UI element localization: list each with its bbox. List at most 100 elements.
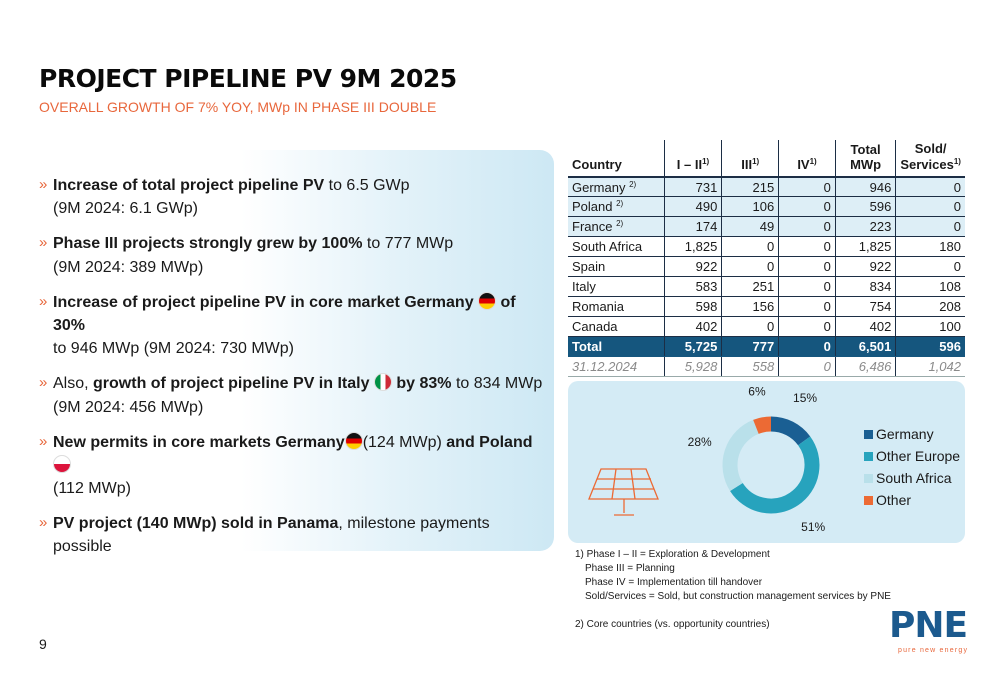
cell-country: Germany 2): [568, 176, 665, 198]
header-phase-4: IV1): [778, 140, 836, 178]
bullet-bold: and Poland: [446, 433, 533, 451]
cell: 108: [895, 276, 965, 298]
table-row: France 2) 174 49 0 223 0: [568, 216, 965, 238]
table-row: Germany 2) 731 215 0 946 0: [568, 176, 965, 198]
chart-panel: [568, 381, 965, 543]
page-number: 9: [39, 636, 47, 652]
logo-tagline: pure new energy: [898, 647, 969, 654]
cell: 0: [778, 296, 836, 318]
cell: 0: [895, 196, 965, 218]
cell-country: Total: [568, 336, 665, 358]
cell: 215: [721, 176, 779, 198]
footnote: Sold/Services = Sold, but construction m…: [585, 591, 891, 602]
cell: 0: [778, 176, 836, 198]
cell: 583: [663, 276, 722, 298]
cell: 596: [834, 196, 896, 218]
cell: 754: [834, 296, 896, 318]
cell: 5,725: [663, 336, 722, 358]
legend-swatch: [864, 473, 873, 483]
cell: 0: [895, 176, 965, 198]
donut-slice: [753, 416, 772, 434]
bullet-item: New permits in core markets Germany (124 …: [39, 431, 549, 501]
cell: 1,825: [834, 236, 896, 258]
cell: 558: [721, 356, 779, 378]
bullet-bold: New permits in core markets Germany: [53, 433, 345, 451]
bullet-list: Increase of total project pipeline PV to…: [39, 174, 549, 571]
cell-country: France 2): [568, 216, 665, 238]
table-row: Canada 402 0 0 402 100: [568, 316, 965, 338]
bullet-text: (112 MWp): [53, 480, 131, 498]
cell: 180: [895, 236, 965, 258]
table-comparison-row: 31.12.2024 5,928 558 0 6,486 1,042: [568, 356, 965, 378]
cell: 596: [895, 336, 965, 358]
cell-country: 31.12.2024: [568, 356, 665, 378]
bullet-bold: by 83%: [391, 375, 452, 393]
cell: 174: [663, 216, 722, 238]
footnote: 2) Core countries (vs. opportunity count…: [575, 619, 770, 630]
germany-flag-icon: [478, 291, 497, 310]
cell: 490: [663, 196, 722, 218]
header-total-mwp: Total MWp: [834, 140, 896, 178]
legend-item: South Africa: [864, 467, 960, 489]
table-row: South Africa 1,825 0 0 1,825 180: [568, 236, 965, 258]
cell: 0: [778, 316, 836, 338]
table-row: Italy 583 251 0 834 108: [568, 276, 965, 298]
germany-flag-icon: [344, 431, 363, 450]
cell: 402: [663, 316, 722, 338]
header-phase-1-2: I – II1): [663, 140, 722, 178]
italy-flag-icon: [373, 373, 392, 392]
table-row: Romania 598 156 0 754 208: [568, 296, 965, 318]
header-phase-3: III1): [721, 140, 779, 178]
cell-country: South Africa: [568, 236, 665, 258]
cell-country: Spain: [568, 256, 665, 278]
bullet-bold: of 30%: [53, 293, 516, 334]
header-country: Country: [568, 140, 665, 178]
bullet-bold: Phase III projects strongly grew by 100%: [53, 235, 363, 253]
cell: 922: [834, 256, 896, 278]
cell: 0: [778, 336, 836, 358]
legend-swatch: [864, 495, 873, 505]
page-subtitle: OVERALL GROWTH OF 7% YOY, MWp IN PHASE I…: [39, 99, 437, 115]
bullet-text: , milestone payments possible: [53, 515, 490, 556]
cell-country: Poland 2): [568, 196, 665, 218]
footnote: Phase III = Planning: [585, 563, 675, 574]
cell: 598: [663, 296, 722, 318]
donut-data-label: 6%: [748, 384, 766, 398]
cell: 0: [721, 236, 779, 258]
donut-data-label: 15%: [793, 391, 817, 405]
legend-item: Other: [864, 489, 960, 511]
pne-logo: PNE: [889, 605, 968, 646]
legend-swatch: [864, 451, 873, 461]
bullet-text: to 946 MWp (9M 2024: 730 MWp): [53, 340, 294, 358]
cell: 0: [895, 256, 965, 278]
bullet-item: Increase of total project pipeline PV to…: [39, 174, 549, 220]
legend-item: Other Europe: [864, 445, 960, 467]
footnote: 1) Phase I – II = Exploration & Developm…: [575, 549, 770, 560]
cell: 922: [663, 256, 722, 278]
footnote: Phase IV = Implementation till handover: [585, 577, 763, 588]
chart-legend: Germany Other Europe South Africa Other: [864, 423, 960, 511]
cell-country: Canada: [568, 316, 665, 338]
cell: 402: [834, 316, 896, 338]
legend-swatch: [864, 429, 873, 439]
cell: 0: [778, 196, 836, 218]
cell: 106: [721, 196, 779, 218]
bullet-text: to 777 MWp: [362, 235, 454, 253]
cell: 0: [778, 356, 836, 378]
bullet-item: Increase of project pipeline PV in core …: [39, 291, 549, 361]
donut-data-label: 28%: [688, 435, 712, 449]
bullet-text: Also,: [53, 375, 94, 393]
bullet-bold: PV project (140 MWp) sold in Panama: [53, 515, 339, 533]
cell: 0: [778, 216, 836, 238]
cell: 0: [778, 236, 836, 258]
poland-flag-icon: [53, 454, 71, 473]
cell-country: Italy: [568, 276, 665, 298]
bullet-text: (9M 2024: 6.1 GWp): [53, 200, 198, 218]
bullet-text: to 834 MWp: [451, 375, 543, 393]
bullet-bold: Increase of project pipeline PV in core …: [53, 293, 474, 311]
cell: 5,928: [663, 356, 722, 378]
cell: 223: [834, 216, 896, 238]
cell: 1,042: [895, 356, 965, 378]
cell: 946: [834, 176, 896, 198]
header-sold-services: Sold/Services1): [895, 140, 965, 178]
